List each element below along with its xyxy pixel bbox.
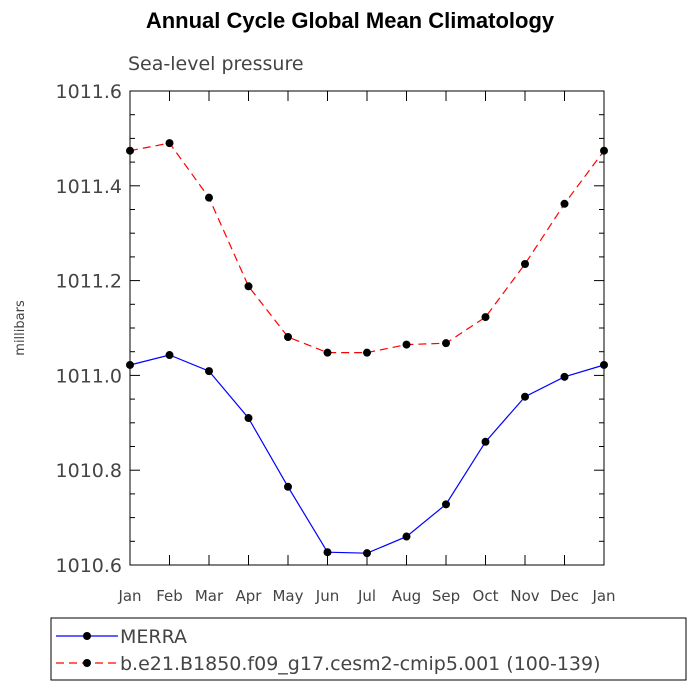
series-line-1	[129, 354, 605, 554]
plot-frame	[129, 90, 605, 566]
series-1-point	[481, 437, 490, 446]
y-tick-label: 1010.8	[56, 460, 122, 482]
y-tick-label: 1011.0	[56, 365, 122, 387]
series-line-2	[129, 142, 605, 354]
series-1-point	[244, 414, 253, 423]
series-2-point	[402, 340, 411, 349]
series-1-point	[284, 482, 292, 491]
series-1-point	[363, 549, 371, 558]
chart-subtitle: Sea-level pressure	[128, 53, 304, 75]
series-1-point	[560, 372, 569, 381]
series-2-point	[244, 282, 253, 291]
series-2-point	[481, 313, 490, 322]
x-tick-label: Jun	[315, 587, 339, 605]
series-1-point	[402, 532, 411, 541]
series-layer	[126, 139, 608, 558]
legend-box	[50, 617, 687, 681]
series-1-point	[205, 367, 213, 376]
legend-label-2: b.e21.B1850.f09_g17.cesm2-cmip5.001 (100…	[120, 653, 601, 675]
x-tick-label: Sep	[432, 587, 460, 605]
series-1-point	[323, 548, 332, 557]
x-tick-label: Apr	[236, 587, 263, 605]
x-tick-label: Oct	[473, 587, 499, 605]
x-tick-label: Jul	[357, 587, 376, 605]
legend-marker-1	[83, 632, 91, 640]
series-2-point	[126, 146, 134, 155]
series-2-point	[284, 333, 292, 342]
y-tick-label: 1011.2	[56, 271, 122, 293]
series-1-point	[165, 351, 174, 360]
series-2-point	[521, 260, 529, 269]
series-2-point	[323, 348, 332, 357]
x-tick-label: Mar	[195, 587, 224, 605]
plot-axes: 1010.6 1010.8 1011.0 1011.2 1011.4 1011.6 Jan F…	[56, 81, 616, 605]
x-tick-label: May	[272, 587, 303, 605]
x-tick-label: Aug	[392, 587, 421, 605]
x-tick-label: Jan	[117, 587, 141, 605]
y-axis-label: millibars	[13, 300, 28, 356]
legend-label-1: MERRA	[120, 626, 187, 648]
y-tick-label: 1011.4	[56, 176, 122, 198]
series-1-point	[600, 360, 608, 369]
y-tick-label: 1011.6	[56, 81, 122, 103]
series-1-point	[521, 392, 529, 401]
legend-marker-2	[83, 659, 91, 667]
x-tick-label: Jan	[591, 587, 615, 605]
series-2-point	[442, 339, 450, 348]
series-1-point	[442, 500, 450, 509]
chart-title: Annual Cycle Global Mean Climatology	[145, 8, 555, 33]
series-1-point	[126, 360, 134, 369]
series-2-point	[205, 193, 213, 202]
x-tick-label: Nov	[510, 587, 539, 605]
x-tick-label: Feb	[156, 587, 183, 605]
x-tick-label: Dec	[550, 587, 579, 605]
legend: MERRA b.e21.B1850.f09_g17.cesm2-cmip5.001…	[50, 617, 687, 681]
series-2-point	[560, 199, 569, 208]
series-2-point	[165, 139, 174, 148]
series-2-point	[363, 348, 371, 357]
series-2-point	[600, 146, 608, 155]
y-tick-label: 1010.6	[56, 555, 122, 577]
